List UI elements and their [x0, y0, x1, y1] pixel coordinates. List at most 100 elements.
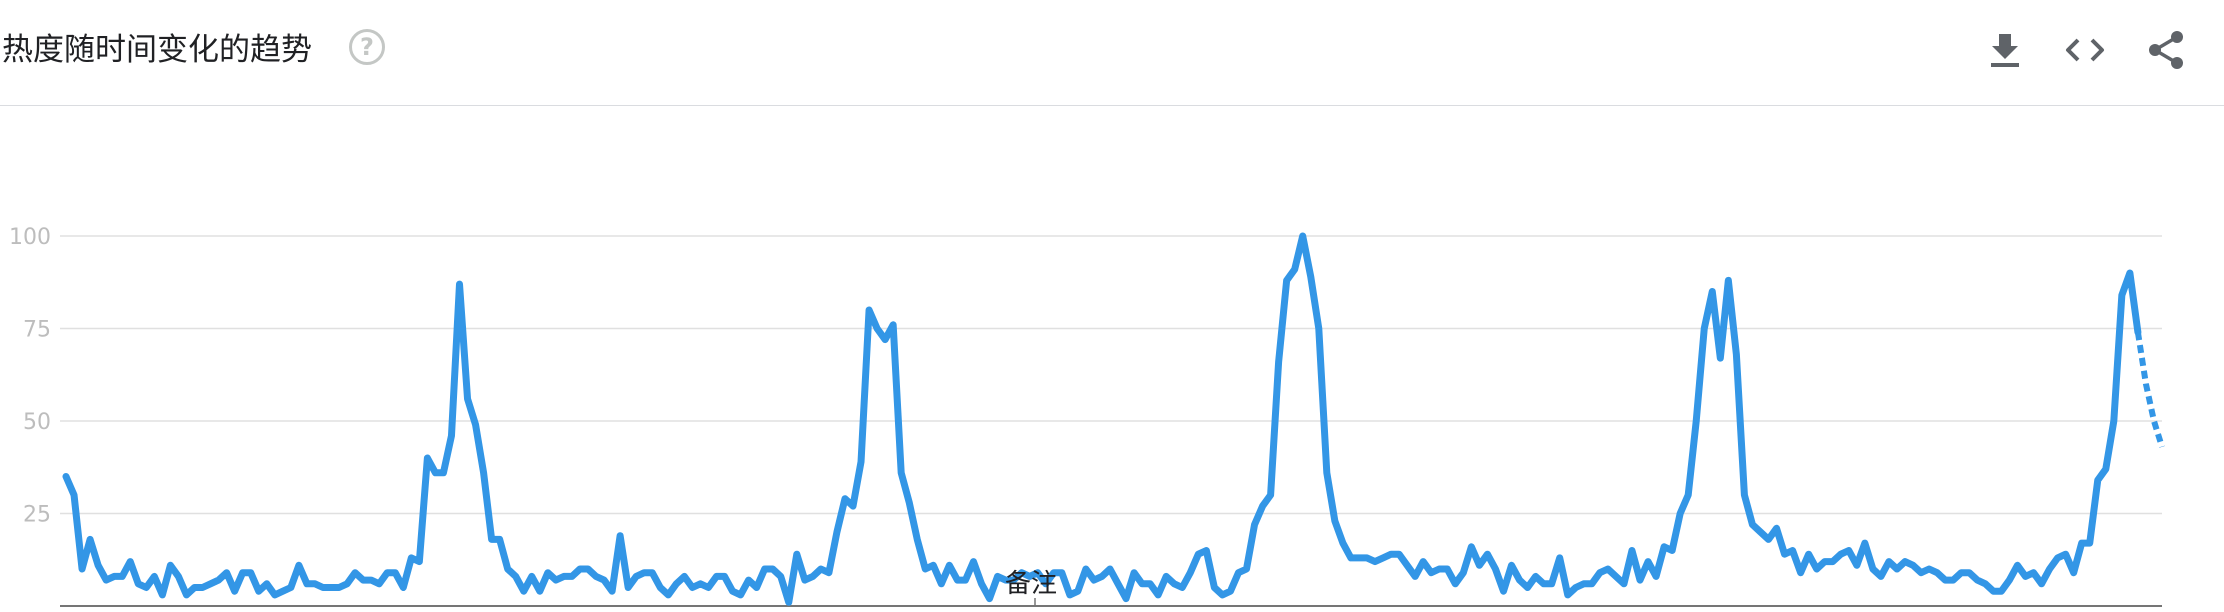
- data-point[interactable]: [151, 573, 157, 579]
- data-point[interactable]: [1846, 548, 1852, 554]
- data-point[interactable]: [2063, 551, 2069, 557]
- data-point[interactable]: [1476, 562, 1482, 568]
- data-point[interactable]: [906, 499, 912, 505]
- data-point[interactable]: [384, 570, 390, 576]
- data-point[interactable]: [1717, 355, 1723, 361]
- data-point[interactable]: [1211, 585, 1217, 591]
- data-point[interactable]: [1412, 573, 1418, 579]
- data-point[interactable]: [545, 570, 551, 576]
- data-point[interactable]: [1163, 573, 1169, 579]
- data-point[interactable]: [63, 474, 69, 480]
- data-point[interactable]: [970, 559, 976, 565]
- data-point[interactable]: [224, 570, 230, 576]
- data-point[interactable]: [1870, 566, 1876, 572]
- data-point[interactable]: [2087, 540, 2093, 546]
- data-point[interactable]: [665, 592, 671, 598]
- data-point[interactable]: [922, 566, 928, 572]
- data-point[interactable]: [2022, 573, 2028, 579]
- data-point[interactable]: [1533, 573, 1539, 579]
- data-point[interactable]: [1404, 562, 1410, 568]
- data-point[interactable]: [938, 581, 944, 587]
- data-point[interactable]: [256, 588, 262, 594]
- data-point[interactable]: [159, 592, 165, 598]
- data-point[interactable]: [304, 581, 310, 587]
- data-point[interactable]: [368, 577, 374, 583]
- data-point[interactable]: [1950, 577, 1956, 583]
- data-point[interactable]: [1420, 559, 1426, 565]
- data-point[interactable]: [2111, 418, 2117, 424]
- data-point[interactable]: [882, 337, 888, 343]
- data-point[interactable]: [1557, 555, 1563, 561]
- data-point[interactable]: [1629, 548, 1635, 554]
- data-point[interactable]: [930, 562, 936, 568]
- data-point[interactable]: [1645, 559, 1651, 565]
- data-point[interactable]: [1500, 588, 1506, 594]
- data-point[interactable]: [432, 470, 438, 476]
- data-point[interactable]: [1677, 511, 1683, 517]
- data-point[interactable]: [1998, 588, 2004, 594]
- data-point[interactable]: [962, 577, 968, 583]
- data-point[interactable]: [826, 570, 832, 576]
- data-point[interactable]: [1725, 277, 1731, 283]
- data-point[interactable]: [1284, 277, 1290, 283]
- data-point[interactable]: [858, 459, 864, 465]
- data-point[interactable]: [1581, 581, 1587, 587]
- download-icon[interactable]: [1983, 28, 2027, 72]
- data-point[interactable]: [1268, 492, 1274, 498]
- data-point[interactable]: [1597, 570, 1603, 576]
- data-point[interactable]: [754, 585, 760, 591]
- data-point[interactable]: [2135, 329, 2141, 335]
- data-point[interactable]: [1219, 592, 1225, 598]
- data-point[interactable]: [2079, 540, 2085, 546]
- data-point[interactable]: [1653, 573, 1659, 579]
- data-point[interactable]: [1886, 559, 1892, 565]
- data-point[interactable]: [1790, 548, 1796, 554]
- data-point[interactable]: [1621, 581, 1627, 587]
- data-point[interactable]: [183, 592, 189, 598]
- data-point[interactable]: [135, 581, 141, 587]
- data-point[interactable]: [1782, 551, 1788, 557]
- data-point[interactable]: [1982, 581, 1988, 587]
- data-point[interactable]: [1091, 577, 1097, 583]
- data-point[interactable]: [1332, 518, 1338, 524]
- data-point[interactable]: [1067, 592, 1073, 598]
- data-point[interactable]: [1862, 540, 1868, 546]
- data-point[interactable]: [457, 281, 463, 287]
- data-point[interactable]: [1565, 592, 1571, 598]
- data-point[interactable]: [2127, 270, 2133, 276]
- data-point[interactable]: [954, 577, 960, 583]
- data-point[interactable]: [1123, 596, 1129, 602]
- data-point[interactable]: [1934, 570, 1940, 576]
- data-point[interactable]: [1059, 570, 1065, 576]
- data-point[interactable]: [1340, 540, 1346, 546]
- data-point[interactable]: [1380, 555, 1386, 561]
- data-point[interactable]: [167, 562, 173, 568]
- data-point[interactable]: [786, 599, 792, 605]
- data-point[interactable]: [1669, 548, 1675, 554]
- data-point[interactable]: [448, 433, 454, 439]
- data-point[interactable]: [1083, 566, 1089, 572]
- data-point[interactable]: [978, 581, 984, 587]
- data-point[interactable]: [1244, 566, 1250, 572]
- data-point[interactable]: [191, 585, 197, 591]
- data-point[interactable]: [1131, 570, 1137, 576]
- data-point[interactable]: [328, 585, 334, 591]
- data-point[interactable]: [376, 581, 382, 587]
- data-point[interactable]: [473, 422, 479, 428]
- data-point[interactable]: [424, 455, 430, 461]
- data-point[interactable]: [874, 326, 880, 332]
- data-point[interactable]: [1372, 559, 1378, 565]
- data-point[interactable]: [440, 470, 446, 476]
- data-point[interactable]: [770, 566, 776, 572]
- data-point[interactable]: [1171, 581, 1177, 587]
- data-point[interactable]: [2159, 444, 2165, 450]
- data-point[interactable]: [995, 573, 1001, 579]
- data-point[interactable]: [1814, 566, 1820, 572]
- data-point[interactable]: [585, 566, 591, 572]
- data-point[interactable]: [818, 566, 824, 572]
- data-point[interactable]: [633, 573, 639, 579]
- data-point[interactable]: [280, 588, 286, 594]
- data-point[interactable]: [1958, 570, 1964, 576]
- data-point[interactable]: [79, 566, 85, 572]
- data-point[interactable]: [1757, 529, 1763, 535]
